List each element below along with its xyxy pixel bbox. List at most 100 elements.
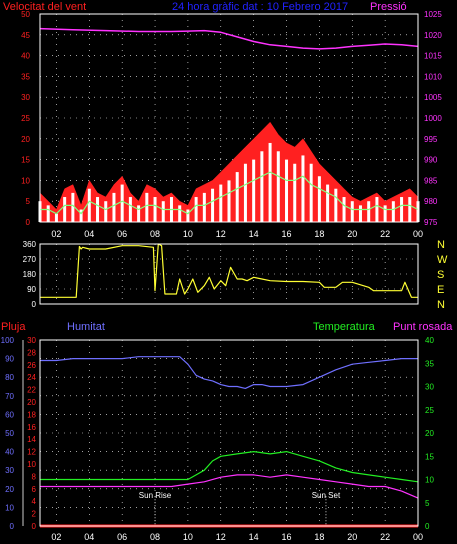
wind-gust-bar — [112, 192, 116, 222]
wind-gust-bar — [301, 155, 305, 222]
wind-ytick: 45 — [21, 31, 30, 40]
wind-xtick: 02 — [51, 229, 61, 239]
direction-ytick: 90 — [27, 285, 36, 294]
wind-gust-bar — [202, 192, 206, 222]
temp-xtick: 06 — [117, 532, 127, 542]
wind-ytick: 40 — [21, 52, 30, 61]
wind-gust-bar — [137, 205, 141, 222]
temperature-ytick: 5 — [425, 499, 430, 508]
humidity-ytick: 40 — [5, 448, 14, 457]
wind-xtick: 18 — [314, 229, 324, 239]
wind-ytick: 0 — [26, 218, 31, 227]
temp-xtick: 12 — [216, 532, 226, 542]
wind-gust-bar — [46, 205, 50, 222]
humidity-ytick: 70 — [5, 392, 14, 401]
wind-gust-bar — [375, 197, 379, 222]
pressure-ytick: 980 — [424, 197, 438, 206]
compass-label: S — [437, 269, 444, 281]
rain-ytick: 2 — [32, 510, 37, 519]
temperature-ytick: 30 — [425, 383, 434, 392]
direction-ytick: 180 — [23, 270, 37, 279]
temp-xtick: 02 — [51, 532, 61, 542]
wind-ytick: 10 — [21, 176, 30, 185]
direction-line — [40, 243, 418, 298]
compass-label: E — [437, 284, 444, 296]
rain-ytick: 26 — [27, 361, 36, 370]
humidity-ytick: 100 — [1, 336, 15, 345]
wind-gust-bar — [235, 172, 239, 222]
humidity-ytick: 30 — [5, 466, 14, 475]
temp-xtick: 20 — [347, 532, 357, 542]
wind-gust-bar — [186, 209, 190, 222]
sun-marker-label: Sun Rise — [139, 491, 172, 500]
wind-ytick: 50 — [21, 10, 30, 19]
rain-ytick: 6 — [32, 485, 37, 494]
wind-gust-bar — [178, 205, 182, 222]
wind-gust-bar — [285, 159, 289, 222]
temp-xtick: 00 — [413, 532, 423, 542]
temp-xtick: 04 — [84, 532, 94, 542]
pressure-ytick: 985 — [424, 176, 438, 185]
rain-ytick: 8 — [32, 472, 37, 481]
grid-layer — [40, 14, 419, 526]
pressure-axis-title: Pressió — [370, 1, 407, 13]
wind-gust-bar — [260, 151, 264, 222]
wind-gust-bar — [63, 197, 67, 222]
wind-gust-bar — [268, 142, 272, 222]
temp-xtick: 14 — [249, 532, 259, 542]
wind-gust-bar — [408, 197, 412, 222]
wind-gust-bar — [161, 201, 165, 222]
tick-labels-layer: 0510152025303540455097598098599099510001… — [1, 10, 448, 542]
wind-gust-bar — [317, 176, 321, 222]
humidity-ytick: 50 — [5, 429, 14, 438]
wind-xtick: 00 — [413, 229, 423, 239]
wind-gust-bar — [367, 201, 371, 222]
wind-gust-bar — [211, 188, 215, 222]
compass-label: N — [437, 299, 445, 311]
rain-ytick: 22 — [27, 386, 36, 395]
wind-gust-bar — [219, 184, 223, 222]
direction-ytick: 360 — [23, 240, 37, 249]
pressure-ytick: 1000 — [424, 114, 442, 123]
pressure-ytick: 1020 — [424, 31, 442, 40]
wind-ytick: 25 — [21, 114, 30, 123]
rain-ytick: 28 — [27, 348, 36, 357]
humidity-line — [40, 356, 418, 389]
temp-xtick: 18 — [314, 532, 324, 542]
temp-xtick: 22 — [380, 532, 390, 542]
compass-label: N — [437, 239, 445, 251]
rain-ytick: 4 — [32, 497, 37, 506]
wind-gust-bar — [350, 201, 354, 222]
rain-ytick: 10 — [27, 460, 36, 469]
humidity-ytick: 60 — [5, 410, 14, 419]
wind-gust-bar — [276, 151, 280, 222]
wind-gust-bar — [128, 197, 132, 222]
temperature-ytick: 0 — [425, 522, 430, 531]
humidity-axis-title: Humitat — [67, 321, 105, 333]
wind-gust-bar — [227, 180, 231, 222]
wind-gust-bar — [326, 184, 330, 222]
pressure-ytick: 1025 — [424, 10, 442, 19]
wind-xtick: 10 — [183, 229, 193, 239]
wind-gust-bar — [293, 163, 297, 222]
rain-ytick: 24 — [27, 373, 36, 382]
dewpoint-axis-title: Punt rosada — [393, 321, 453, 333]
rain-ytick: 30 — [27, 336, 36, 345]
wind-xtick: 04 — [84, 229, 94, 239]
wind-ytick: 20 — [21, 135, 30, 144]
wind-ytick: 15 — [21, 156, 30, 165]
wind-gust-bar — [194, 197, 198, 222]
humidity-ytick: 10 — [5, 503, 14, 512]
direction-panel-frame — [39, 243, 419, 305]
humidity-ytick: 0 — [10, 522, 15, 531]
wind-gust-bar — [120, 184, 124, 222]
wind-gust-bar — [342, 197, 346, 222]
rain-ytick: 18 — [27, 410, 36, 419]
wind-xtick: 12 — [216, 229, 226, 239]
compass-label: W — [437, 254, 448, 266]
wind-xtick: 14 — [249, 229, 259, 239]
wind-gust-bar — [145, 192, 149, 222]
chart-title: 24 hora gràfic dat : 10 Febrero 2017 — [172, 1, 348, 13]
